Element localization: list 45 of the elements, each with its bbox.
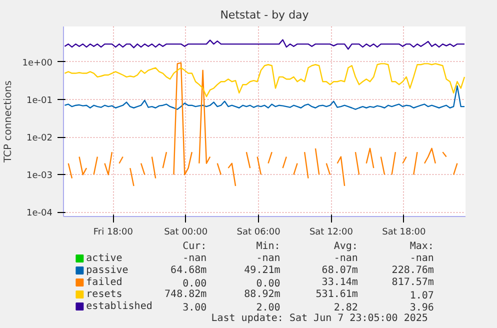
text: 64.68m <box>170 265 207 276</box>
text: -nan <box>256 253 280 264</box>
y-tick-label: 1e-02 <box>26 134 53 144</box>
text: Min: <box>256 241 280 252</box>
text: 88.92m <box>244 289 280 300</box>
x-tick-label: Sat 06:00 <box>236 228 281 238</box>
text: Max: <box>410 241 434 252</box>
text: 817.57m <box>392 277 434 288</box>
x-tick-label: Sat 00:00 <box>164 228 208 238</box>
text: 3.00 <box>182 302 207 314</box>
text: 49.21m <box>244 265 280 276</box>
y-tick-label: 1e-01 <box>26 96 53 106</box>
text: 228.76m <box>392 265 434 276</box>
text: Last update: Sat Jun 7 23:05:00 2025 <box>211 313 428 324</box>
x-tick-label: Fri 18:00 <box>93 228 134 238</box>
chart-title: Netstat - by day <box>220 8 310 22</box>
text: 3.96 <box>410 302 434 314</box>
legend-label: established <box>86 301 152 312</box>
text: 0.00 <box>256 278 280 290</box>
line-series <box>64 85 466 110</box>
legend-label: resets <box>86 289 122 300</box>
line-series <box>64 39 466 50</box>
legend-label: active <box>86 253 122 264</box>
y-tick-label: 1e-04 <box>26 208 53 219</box>
legend-label: passive <box>86 265 128 276</box>
y-tick-label: 1e-03 <box>26 171 53 182</box>
y-axis-title: TCP connections <box>3 80 14 164</box>
text: 1.07 <box>410 290 434 302</box>
x-tick-label: Sat 12:00 <box>309 228 354 238</box>
text: 531.61m <box>316 289 358 300</box>
x-tick-label: Sat 18:00 <box>382 228 426 238</box>
text: -nan <box>410 253 434 264</box>
text: Avg: <box>334 241 358 252</box>
text: -nan <box>182 253 207 264</box>
text: 33.14m <box>322 277 358 288</box>
legend-label: failed <box>86 277 122 288</box>
text: 68.07m <box>322 265 358 276</box>
text: 2.82 <box>334 302 358 314</box>
text: 748.82m <box>164 289 207 300</box>
text: 2.00 <box>256 302 280 314</box>
y-tick-label: 1e+00 <box>22 58 53 68</box>
line-series <box>64 63 466 98</box>
text: 0.00 <box>182 278 207 290</box>
text: -nan <box>334 253 358 264</box>
text: Cur: <box>182 241 207 252</box>
